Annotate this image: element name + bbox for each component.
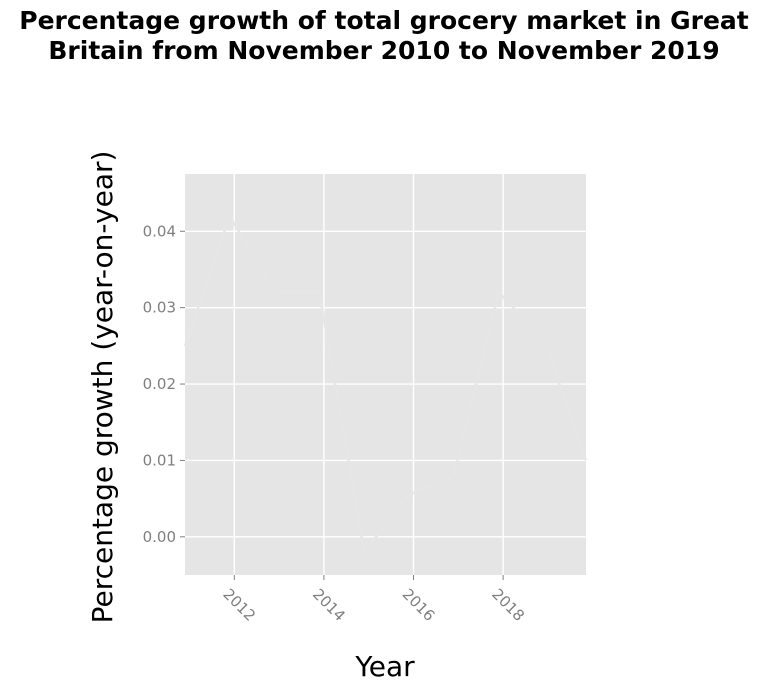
x-axis-title: Year [354, 650, 415, 683]
y-tick-label: 0.02 [143, 375, 176, 393]
x-tick-label: 2014 [309, 585, 349, 625]
x-tick-label: 2018 [488, 585, 528, 625]
plot-panel [185, 174, 586, 575]
x-tick-label: 2016 [399, 585, 439, 625]
grid-lines [185, 174, 586, 575]
series-line [183, 214, 588, 554]
y-axis-ticks: 0.00 0.01 0.02 0.03 0.04 [143, 222, 185, 546]
y-tick-label: 0.00 [143, 528, 176, 546]
y-tick-label: 0.03 [143, 299, 176, 317]
y-tick-label: 0.01 [143, 451, 176, 469]
chart-title: Percentage growth of total grocery marke… [19, 6, 749, 65]
x-axis-ticks: 2012 2014 2016 2018 [219, 575, 528, 625]
y-axis-title: Percentage growth (year-on-year) [86, 151, 119, 624]
series-layer [183, 214, 588, 554]
x-tick-label: 2012 [219, 585, 259, 625]
y-tick-label: 0.04 [143, 222, 176, 240]
